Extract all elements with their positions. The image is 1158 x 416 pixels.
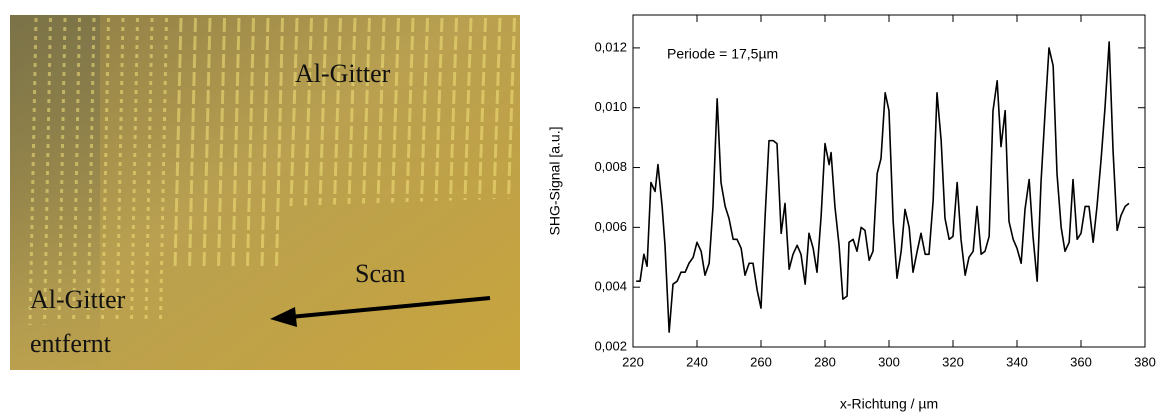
scan-arrow — [289, 296, 491, 319]
stripe — [57, 17, 67, 325]
stripe — [391, 17, 400, 203]
stripe — [362, 17, 371, 204]
stripe — [173, 17, 183, 271]
stripe — [347, 17, 357, 205]
stripe — [318, 17, 328, 206]
stripe — [159, 17, 168, 321]
y-tick-label: 0,006 — [594, 219, 627, 234]
photo-shade — [10, 15, 100, 370]
x-tick-label: 340 — [1006, 354, 1028, 369]
grid-label: Al-Gitter — [295, 59, 391, 88]
y-tick-label: 0,010 — [594, 99, 627, 114]
x-tick-label: 240 — [686, 354, 708, 369]
x-tick-label: 220 — [622, 354, 644, 369]
y-tick-label: 0,012 — [594, 39, 627, 54]
stripe — [434, 17, 444, 202]
stripe — [507, 17, 516, 199]
stripe — [188, 17, 197, 270]
removed-label: Al-Gitter — [30, 285, 126, 314]
scan-label: Scan — [355, 259, 406, 288]
stripe — [246, 17, 255, 268]
grating-stripes — [28, 17, 516, 326]
x-tick-label: 260 — [750, 354, 772, 369]
stripe — [289, 17, 299, 207]
stripe — [28, 17, 38, 326]
stripe — [449, 17, 458, 201]
stripe — [492, 17, 502, 200]
chart: Periode = 17,5µm x-Richtung / µm SHG-Sig… — [547, 14, 1156, 412]
stripe — [231, 17, 241, 269]
stripe — [376, 17, 386, 204]
y-tick-label: 0,002 — [594, 338, 627, 353]
x-axis-label: x-Richtung / µm — [840, 396, 938, 412]
annotation: Periode = 17,5µm — [667, 46, 778, 62]
photo: Al-Gitter Scan Al-Gitter entfernt — [10, 15, 520, 370]
stripe — [72, 17, 81, 324]
x-tick-label: 380 — [1134, 354, 1156, 369]
x-tick-label: 320 — [942, 354, 964, 369]
removed-label: entfernt — [30, 329, 112, 358]
data-line — [636, 41, 1130, 333]
stripe — [144, 17, 154, 322]
stripe — [130, 17, 139, 322]
stripe — [260, 17, 270, 268]
y-tick-label: 0,008 — [594, 159, 627, 174]
stripe — [463, 17, 473, 201]
stripe — [86, 17, 96, 324]
plot-frame — [632, 14, 1146, 348]
x-tick-label: 280 — [814, 354, 836, 369]
stripe — [420, 17, 429, 202]
stripe — [115, 17, 125, 323]
x-tick-label: 360 — [1070, 354, 1092, 369]
scan-arrowhead — [270, 307, 297, 327]
stripe — [478, 17, 487, 200]
stripe — [275, 17, 284, 267]
stripe — [202, 17, 212, 270]
stripe — [333, 17, 342, 205]
stripe — [101, 17, 110, 323]
stripe — [405, 17, 415, 203]
x-tick-label: 300 — [878, 354, 900, 369]
y-tick-label: 0,004 — [594, 279, 627, 294]
y-axis-label: SHG-Signal [a.u.] — [547, 127, 563, 236]
stripe — [304, 17, 313, 206]
stripe — [217, 17, 226, 269]
stripe — [43, 17, 52, 325]
